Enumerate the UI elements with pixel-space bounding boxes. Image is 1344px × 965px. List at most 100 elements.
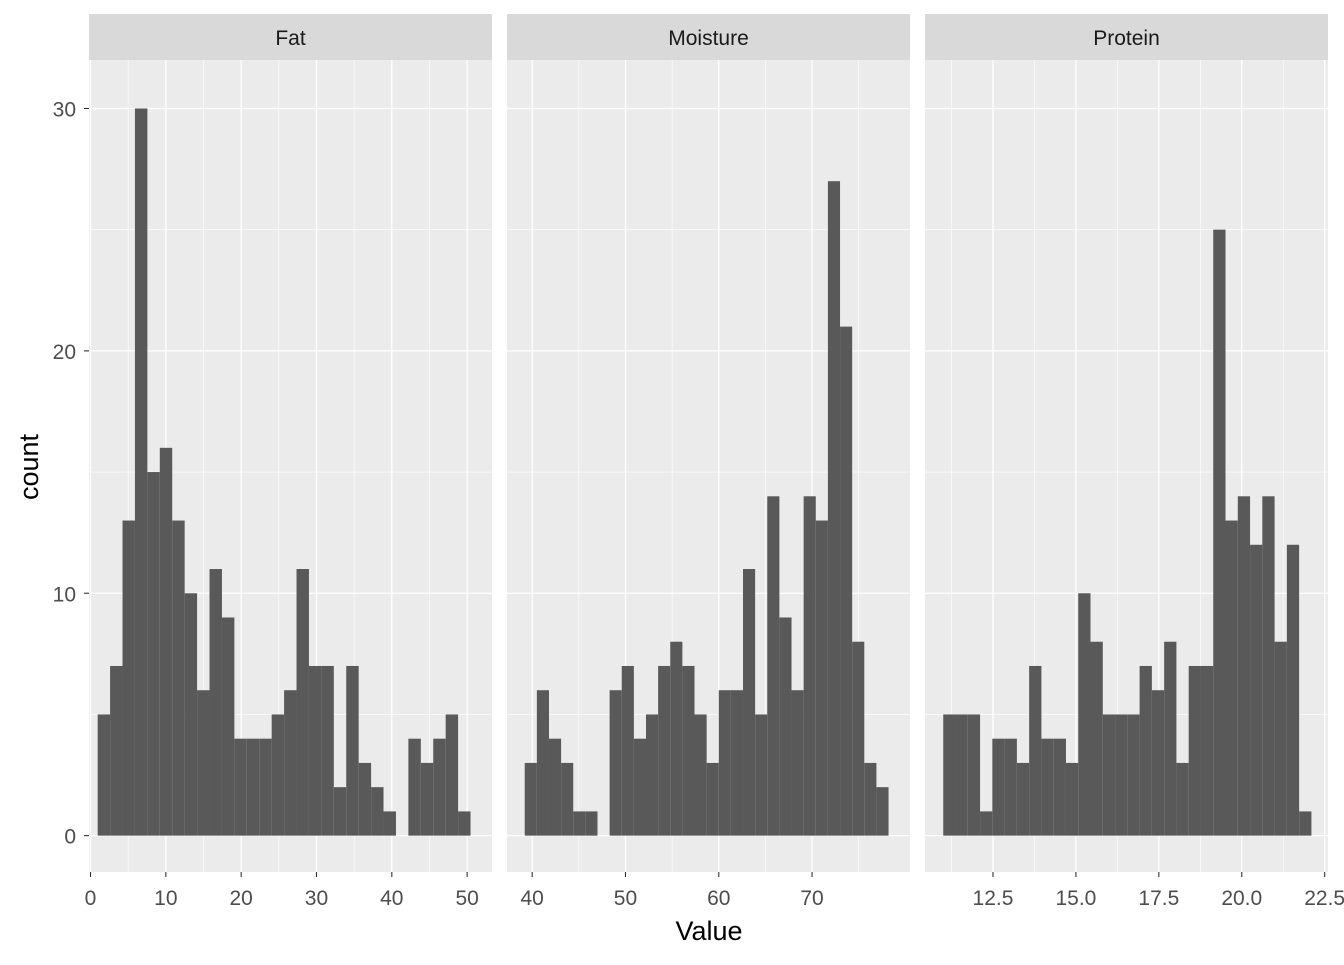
x-axis-title: Value <box>675 916 742 946</box>
histogram-bar <box>408 738 421 836</box>
histogram-bar <box>943 714 956 836</box>
histogram-bar <box>1274 641 1287 836</box>
histogram-bar <box>840 326 853 836</box>
histogram-bar <box>159 447 173 836</box>
x-tick-label: 50 <box>614 887 637 910</box>
histogram-bar <box>573 811 586 836</box>
histogram-bar <box>1139 665 1152 836</box>
histogram-bar <box>621 665 634 836</box>
histogram-bar <box>284 690 297 836</box>
y-axis-title: count <box>14 433 44 500</box>
x-tick-label: 0 <box>85 887 97 910</box>
histogram-bar <box>1164 641 1177 836</box>
histogram-bar <box>221 617 235 836</box>
histogram-bar <box>271 714 285 836</box>
histogram-bar <box>209 569 222 836</box>
histogram-bar <box>234 738 247 836</box>
histogram-bar <box>561 762 574 836</box>
histogram-bar <box>1262 496 1275 836</box>
histogram-bar <box>609 690 622 836</box>
x-tick-label: 40 <box>521 887 544 910</box>
histogram-bar <box>730 690 744 836</box>
histogram-bar <box>992 738 1005 836</box>
histogram-bar <box>1213 229 1226 836</box>
histogram-bar <box>1176 762 1189 836</box>
histogram-bar <box>1053 738 1066 836</box>
histogram-bar <box>694 714 707 836</box>
histogram-bar <box>876 787 889 836</box>
histogram-bar <box>536 690 549 836</box>
x-tick-label: 17.5 <box>1138 887 1179 910</box>
histogram-bar <box>1200 665 1214 836</box>
histogram-bar <box>1090 641 1103 836</box>
histogram-bar <box>1188 665 1201 836</box>
histogram-bar <box>955 714 968 836</box>
histogram-bar <box>980 811 993 836</box>
histogram-bar <box>815 520 828 836</box>
histogram-bar <box>358 762 372 836</box>
x-tick-label: 12.5 <box>973 887 1014 910</box>
histogram-bar <box>827 181 841 836</box>
histogram-bar <box>1250 544 1263 836</box>
histogram-bar <box>852 641 865 836</box>
histogram-bar <box>633 738 646 836</box>
histogram-bar <box>1041 738 1054 836</box>
histogram-bar <box>548 738 562 836</box>
x-tick-label: 22.5 <box>1304 887 1344 910</box>
histogram-bar <box>755 714 768 836</box>
histogram-bar <box>333 787 347 836</box>
facet-strip-label: Moisture <box>668 27 749 50</box>
histogram-bar <box>1065 762 1079 836</box>
histogram-bar <box>445 714 459 836</box>
y-tick-label: 0 <box>64 826 76 849</box>
histogram-bar <box>1299 811 1312 836</box>
histogram-bar <box>670 641 683 836</box>
histogram-bar <box>1004 738 1017 836</box>
facet-protein: Protein 12.5 15.0 17.5 20.0 22.5 <box>925 14 1344 910</box>
x-tick-label: 20 <box>229 887 252 910</box>
histogram-bar <box>296 569 309 836</box>
histogram-bar <box>197 690 210 836</box>
histogram-bar <box>110 665 123 836</box>
histogram-bar <box>718 690 731 836</box>
histogram-bar <box>458 811 471 836</box>
histogram-bar <box>524 762 537 836</box>
histogram-bar <box>1286 544 1300 836</box>
x-tick-label: 20.0 <box>1221 887 1262 910</box>
histogram-bar <box>1078 593 1091 836</box>
x-tick-label: 50 <box>455 887 478 910</box>
histogram-bar <box>172 520 185 836</box>
histogram-bar <box>308 665 322 836</box>
histogram-bar <box>779 617 792 836</box>
x-tick-label: 40 <box>380 887 403 910</box>
x-tick-label: 60 <box>707 887 730 910</box>
facet-strip <box>89 14 492 60</box>
histogram-bar <box>433 738 446 836</box>
histogram-bar <box>184 593 198 836</box>
histogram-bar <box>122 520 135 836</box>
facet-strip <box>507 14 910 60</box>
y-tick-label: 30 <box>53 98 76 121</box>
x-tick-label: 30 <box>305 887 328 910</box>
facet-moisture: Moisture 40 50 60 70 <box>507 14 910 910</box>
histogram-bar <box>371 787 384 836</box>
histogram-bar <box>645 714 659 836</box>
histogram-bar <box>743 569 756 836</box>
facet-strip-label: Fat <box>275 27 306 50</box>
histogram-bar <box>1029 665 1042 836</box>
histogram-bar <box>1151 690 1165 836</box>
x-tick-label: 70 <box>800 887 823 910</box>
histogram-bar <box>967 714 981 836</box>
histogram-bar <box>767 496 780 836</box>
histogram-bar <box>682 665 695 836</box>
x-tick-label: 15.0 <box>1055 887 1096 910</box>
histogram-bar <box>1102 714 1116 836</box>
facet-strip-label: Protein <box>1093 27 1160 50</box>
histogram-bar <box>420 762 434 836</box>
histogram-bar <box>1225 520 1238 836</box>
histogram-bar <box>658 665 671 836</box>
histogram-bar <box>259 738 272 836</box>
histogram-bar <box>791 690 804 836</box>
histogram-bar <box>706 762 719 836</box>
